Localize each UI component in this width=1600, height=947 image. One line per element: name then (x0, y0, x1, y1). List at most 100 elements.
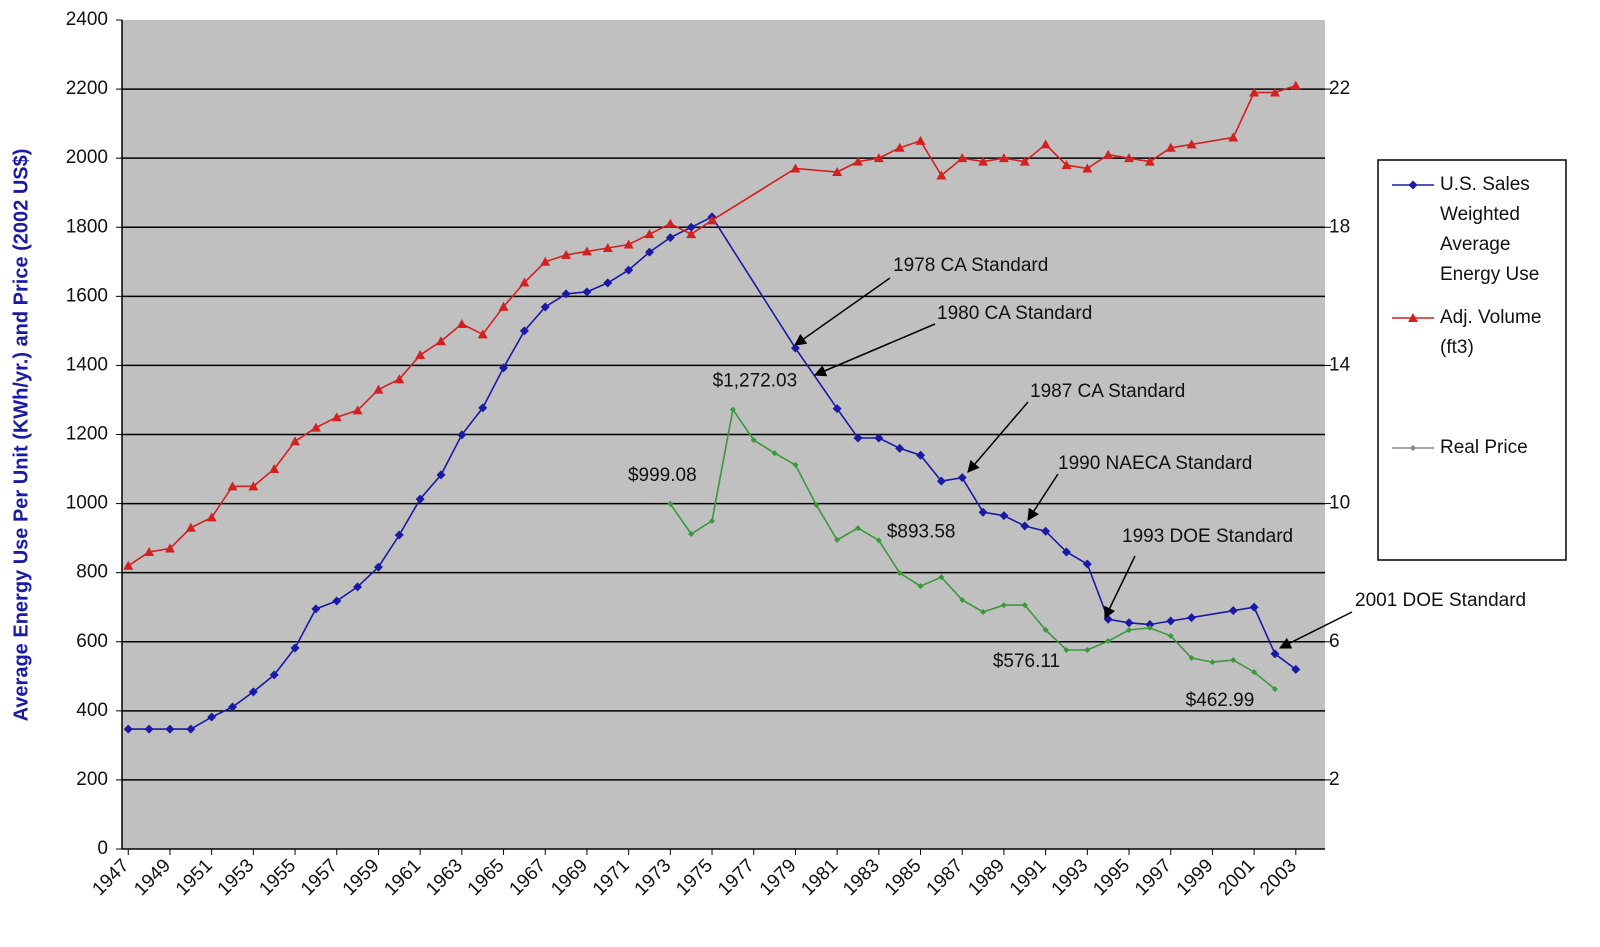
data-point (936, 170, 947, 180)
x-tick-label: 1965 (464, 855, 509, 900)
x-tick-label: 1963 (422, 855, 467, 900)
data-point (248, 481, 259, 491)
data-point (1228, 606, 1238, 616)
data-point (1042, 627, 1049, 634)
data-point (853, 433, 863, 443)
legend-label: Adj. Volume (ft3) (1440, 307, 1541, 358)
data-point (729, 406, 736, 413)
data-point (707, 215, 718, 225)
legend-box (1377, 159, 1567, 561)
x-tick-label: 1947 (89, 855, 134, 900)
data-point (1188, 654, 1195, 661)
data-point (1146, 624, 1153, 631)
data-label: $999.08 (628, 465, 697, 486)
data-point (144, 724, 154, 734)
data-point (1082, 559, 1092, 569)
y2-tick-label: 6 (1329, 631, 1340, 652)
data-point (936, 476, 946, 486)
x-tick-label: 2001 (1214, 855, 1259, 900)
y-tick-label: 800 (76, 562, 108, 583)
annotation: 1987 CA Standard (1030, 381, 1185, 402)
x-tick-label: 1961 (380, 855, 425, 900)
data-point (561, 249, 572, 259)
data-point (1082, 163, 1093, 173)
data-point (896, 570, 903, 577)
data-point (373, 384, 384, 394)
data-point (499, 363, 509, 373)
data-point (665, 218, 676, 228)
data-point (394, 374, 405, 384)
x-tick-label: 1987 (923, 855, 968, 900)
data-point (1271, 686, 1278, 693)
data-point (186, 724, 196, 734)
data-point (1165, 142, 1176, 152)
data-point (1061, 547, 1071, 557)
data-point (373, 562, 383, 572)
data-point (457, 430, 467, 440)
y-tick-label: 2200 (66, 78, 108, 99)
y-tick-label: 1000 (66, 493, 108, 514)
data-point (623, 239, 634, 249)
y-tick-label: 400 (76, 700, 108, 721)
data-point (1249, 87, 1260, 97)
data-point (228, 702, 238, 712)
data-point (1166, 616, 1176, 626)
y-axis-label: Average Energy Use Per Unit (KWh/yr.) an… (10, 149, 32, 722)
data-point (915, 135, 926, 145)
data-point (790, 343, 800, 353)
data-point (311, 604, 321, 614)
data-point (310, 422, 321, 432)
x-tick-label: 1979 (756, 855, 801, 900)
data-point (1144, 156, 1155, 166)
data-point (498, 301, 509, 311)
data-point (1105, 638, 1112, 645)
data-point (959, 596, 966, 603)
data-point (144, 546, 155, 556)
legend-label: Real Price (1440, 437, 1528, 458)
x-tick-label: 1951 (172, 855, 217, 900)
data-point (394, 530, 404, 540)
x-tick-label: 1975 (672, 855, 717, 900)
data-point (832, 404, 842, 414)
data-point (1145, 619, 1155, 629)
legend-marker (1410, 445, 1416, 451)
data-point (1249, 602, 1259, 612)
data-point (1270, 649, 1280, 659)
data-point (832, 166, 843, 176)
data-point (582, 287, 592, 297)
legend-marker (1408, 313, 1418, 322)
data-label: $462.99 (1186, 690, 1255, 711)
annotation: 1980 CA Standard (937, 303, 1092, 324)
data-point (1061, 160, 1072, 170)
data-point (477, 329, 488, 339)
data-point (917, 583, 924, 590)
data-point (227, 481, 238, 491)
y-tick-label: 0 (97, 838, 108, 859)
data-point (519, 277, 530, 287)
annotation: 2001 DOE Standard (1355, 590, 1526, 611)
data-point (1124, 618, 1134, 628)
y-tick-label: 1200 (66, 424, 108, 445)
data-point (207, 712, 217, 722)
data-point (1063, 647, 1070, 654)
data-point (1019, 156, 1030, 166)
data-point (290, 436, 301, 446)
data-point (415, 350, 426, 360)
x-tick-label: 1971 (589, 855, 634, 900)
data-point (478, 403, 488, 413)
data-point (1103, 149, 1114, 159)
y-tick-label: 1400 (66, 354, 108, 375)
data-point (435, 336, 446, 346)
data-point (667, 500, 674, 507)
data-point (1251, 669, 1258, 676)
data-point (331, 412, 342, 422)
data-point (353, 582, 363, 592)
data-point (1186, 139, 1197, 149)
data-point (750, 437, 757, 444)
data-point (602, 242, 613, 252)
data-point (790, 163, 801, 173)
data-point (688, 530, 695, 537)
y-tick-label: 1800 (66, 216, 108, 237)
data-point (980, 609, 987, 616)
data-point (873, 153, 884, 163)
